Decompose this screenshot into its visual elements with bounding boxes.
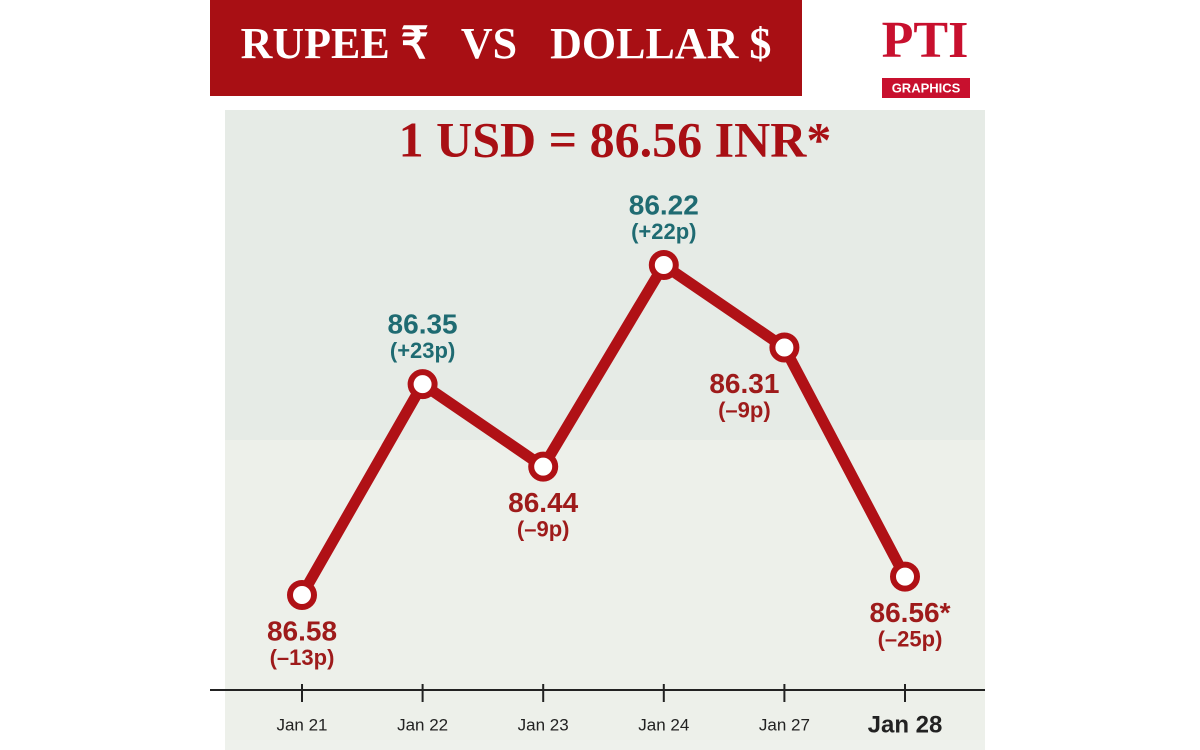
point: [407, 369, 438, 400]
x-tick-label: Jan 27: [759, 715, 810, 734]
point: [890, 561, 920, 592]
x-tick-label: Jan 22: [397, 715, 448, 734]
chart-title: RUPEE ₹ VS DOLLAR $: [241, 19, 772, 68]
change-label: (–9p): [718, 397, 771, 422]
title-box: [210, 0, 802, 96]
change-label: (–9p): [517, 516, 570, 541]
value-label: 86.58: [267, 615, 337, 646]
value-label: 86.35: [388, 309, 458, 340]
rupee-note: [225, 110, 985, 440]
x-tick-label: Jan 24: [638, 715, 689, 734]
chart-subtitle: 1 USD = 86.56 INR*: [399, 111, 832, 167]
x-tick-label: Jan 28: [868, 711, 943, 738]
value-label: 86.22: [629, 189, 699, 220]
point: [528, 451, 559, 482]
x-tick-label: Jan 21: [276, 715, 327, 734]
change-label: (–25p): [878, 626, 943, 651]
point: [769, 332, 800, 363]
dollar-note: [225, 440, 985, 740]
point: [648, 250, 679, 281]
change-label: (–13p): [270, 645, 335, 670]
logo: PTI: [882, 12, 969, 69]
value-label: 86.44: [508, 487, 578, 518]
value-label: 86.56*: [870, 597, 951, 628]
x-tick-label: Jan 23: [518, 715, 569, 734]
logo-caption: GRAPHICS: [892, 80, 961, 95]
change-label: (+22p): [631, 219, 696, 244]
line: [297, 259, 910, 598]
value-label: 86.31: [709, 368, 779, 399]
point: [287, 579, 317, 610]
change-label: (+23p): [390, 338, 455, 363]
logo-caption-box: [882, 78, 970, 98]
